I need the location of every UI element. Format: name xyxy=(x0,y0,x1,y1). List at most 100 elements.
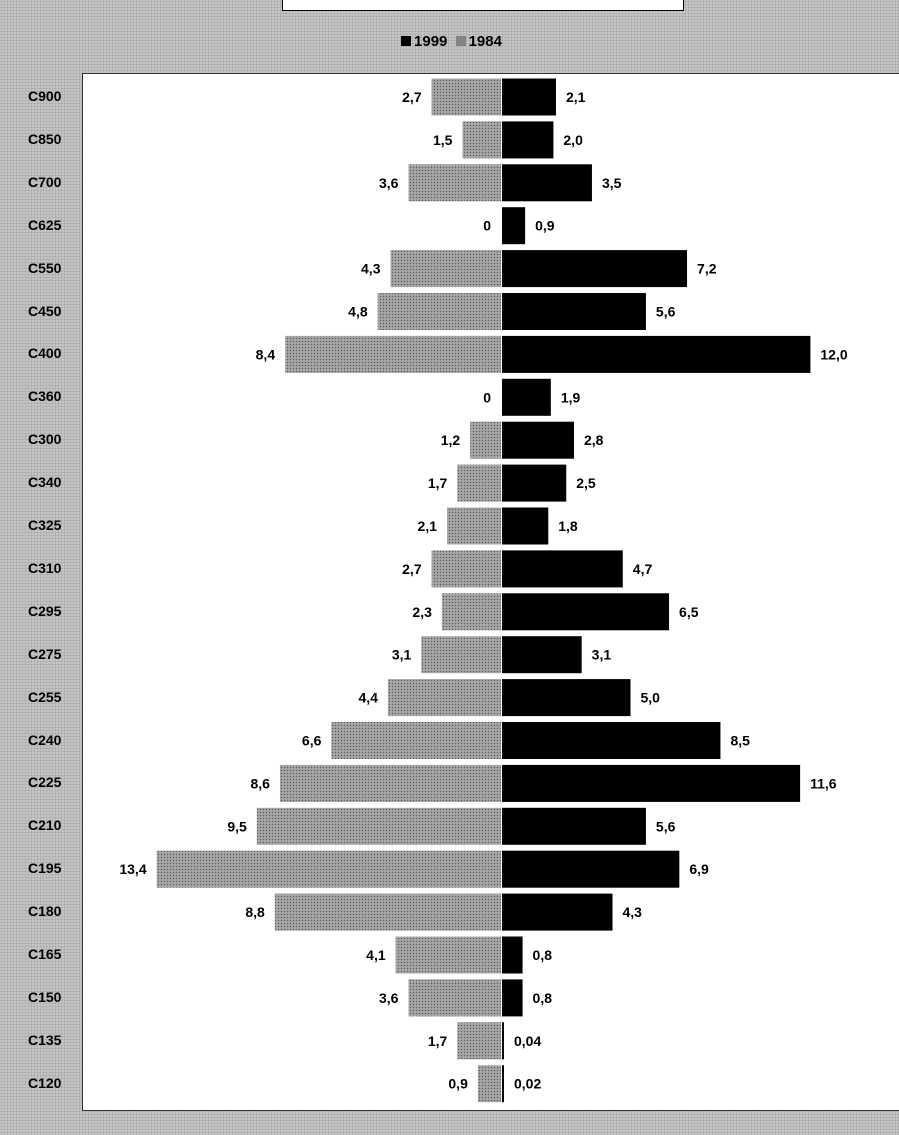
bar-1984 xyxy=(447,507,501,545)
legend-swatch-1984 xyxy=(455,36,466,46)
data-label-1984: 3,6 xyxy=(379,175,399,191)
data-label-1999: 0,02 xyxy=(514,1076,541,1092)
category-label: C850 xyxy=(28,130,62,147)
category-label: C360 xyxy=(28,388,62,405)
data-label-1999: 0,9 xyxy=(535,218,555,234)
data-label-1984: 1,7 xyxy=(428,475,448,491)
bar-1999 xyxy=(502,807,646,845)
data-label-1984: 8,6 xyxy=(251,775,271,791)
bar-1984 xyxy=(408,164,501,202)
bar-1999 xyxy=(502,164,592,202)
plot-area: 2,7 2,1 1,5 2,0 3,6 3,5 0 0,9 4,3 7,2 4,8 5,6 8,4 12,… xyxy=(82,73,899,1111)
category-axis: C900 C850 C700 C625 C550 C450 C400 C360 C300 C340… xyxy=(0,0,82,1135)
data-label-1984: 3,1 xyxy=(392,647,412,663)
bar-1999 xyxy=(502,378,551,416)
bar-1999 xyxy=(502,464,567,502)
bar-1999 xyxy=(502,936,523,974)
category-label: C255 xyxy=(28,688,62,705)
data-label-1999: 12,0 xyxy=(820,346,847,362)
category-label: C340 xyxy=(28,474,62,491)
bar-1984 xyxy=(470,421,501,459)
data-label-1999: 1,9 xyxy=(561,389,581,405)
category-label: C450 xyxy=(28,302,62,319)
category-label: C295 xyxy=(28,602,62,619)
data-label-1984: 1,7 xyxy=(428,1033,448,1049)
data-label-1984: 2,1 xyxy=(418,518,438,534)
data-label-1999: 0,8 xyxy=(533,947,553,963)
bar-1999 xyxy=(502,1022,504,1060)
bar-1984 xyxy=(377,293,501,330)
bar-1999 xyxy=(502,250,688,288)
data-label-1984: 9,5 xyxy=(227,818,247,834)
bar-1999 xyxy=(502,593,670,631)
data-label-1999: 5,0 xyxy=(641,690,661,706)
data-label-1984: 0 xyxy=(483,218,491,234)
data-label-1999: 8,5 xyxy=(730,733,750,749)
bar-1984 xyxy=(285,335,501,373)
data-label-1999: 2,8 xyxy=(584,432,604,448)
category-label: C550 xyxy=(28,259,62,276)
bar-1984 xyxy=(462,121,501,159)
bar-1999 xyxy=(502,893,613,931)
data-label-1999: 2,0 xyxy=(563,132,583,148)
data-label-1999: 2,1 xyxy=(566,89,586,105)
legend-swatch-1999 xyxy=(401,36,412,46)
data-label-1999: 7,2 xyxy=(697,261,717,277)
bar-1999 xyxy=(502,979,523,1017)
legend: 1999 1984 xyxy=(0,33,899,50)
bar-1999 xyxy=(502,550,623,588)
category-label: C400 xyxy=(28,345,62,362)
bar-1999 xyxy=(502,1065,504,1103)
data-label-1999: 0,8 xyxy=(533,990,553,1006)
data-label-1984: 4,3 xyxy=(361,261,381,277)
bar-1999 xyxy=(502,293,646,330)
data-label-1999: 6,9 xyxy=(689,861,709,877)
bar-1984 xyxy=(431,550,501,588)
data-label-1999: 1,8 xyxy=(558,518,578,534)
bar-chart: 2,7 2,1 1,5 2,0 3,6 3,5 0 0,9 4,3 7,2 4,8 5,6 8,4 12,… xyxy=(119,78,848,1103)
bar-1984 xyxy=(387,679,501,717)
legend-label-1984: 1984 xyxy=(468,33,502,50)
bar-1999 xyxy=(502,421,574,459)
data-label-1984: 13,4 xyxy=(119,861,146,877)
data-label-1984: 4,8 xyxy=(348,304,368,320)
category-label: C210 xyxy=(28,817,62,834)
data-label-1999: 4,3 xyxy=(623,904,643,920)
data-label-1999: 11,6 xyxy=(810,775,837,791)
data-label-1984: 3,6 xyxy=(379,990,399,1006)
category-label: C325 xyxy=(28,517,62,533)
bar-1999 xyxy=(502,679,631,717)
category-label: C625 xyxy=(28,216,62,233)
bar-1999 xyxy=(502,850,680,888)
data-label-1999: 3,5 xyxy=(602,175,622,191)
bar-1999 xyxy=(502,121,554,159)
bar-1984 xyxy=(441,593,501,631)
category-label: C225 xyxy=(28,774,62,791)
bar-1984 xyxy=(431,78,501,116)
category-label: C275 xyxy=(28,645,62,662)
data-label-1984: 1,2 xyxy=(441,432,461,448)
category-label: C240 xyxy=(28,731,62,748)
data-label-1984: 0 xyxy=(483,389,491,405)
category-label: C135 xyxy=(28,1031,62,1048)
data-label-1999: 6,5 xyxy=(679,604,699,620)
bar-1999 xyxy=(502,722,721,759)
data-label-1984: 0,9 xyxy=(448,1076,468,1092)
data-label-1984: 2,3 xyxy=(412,604,432,620)
data-label-1984: 4,4 xyxy=(358,690,378,706)
bar-1999 xyxy=(502,78,556,116)
data-label-1999: 3,1 xyxy=(592,647,612,663)
bar-1984 xyxy=(256,807,501,845)
data-label-1999: 4,7 xyxy=(633,561,653,577)
category-label: C700 xyxy=(28,173,62,190)
bar-1984 xyxy=(279,764,501,802)
bar-1984 xyxy=(395,936,501,974)
category-label: C195 xyxy=(28,860,62,877)
bar-1999 xyxy=(502,636,582,674)
bar-1984 xyxy=(477,1065,501,1103)
category-label: C165 xyxy=(28,946,62,962)
legend-label-1999: 1999 xyxy=(414,33,448,50)
bar-1984 xyxy=(331,722,501,759)
bar-1984 xyxy=(390,250,501,288)
category-label: C180 xyxy=(28,903,62,920)
